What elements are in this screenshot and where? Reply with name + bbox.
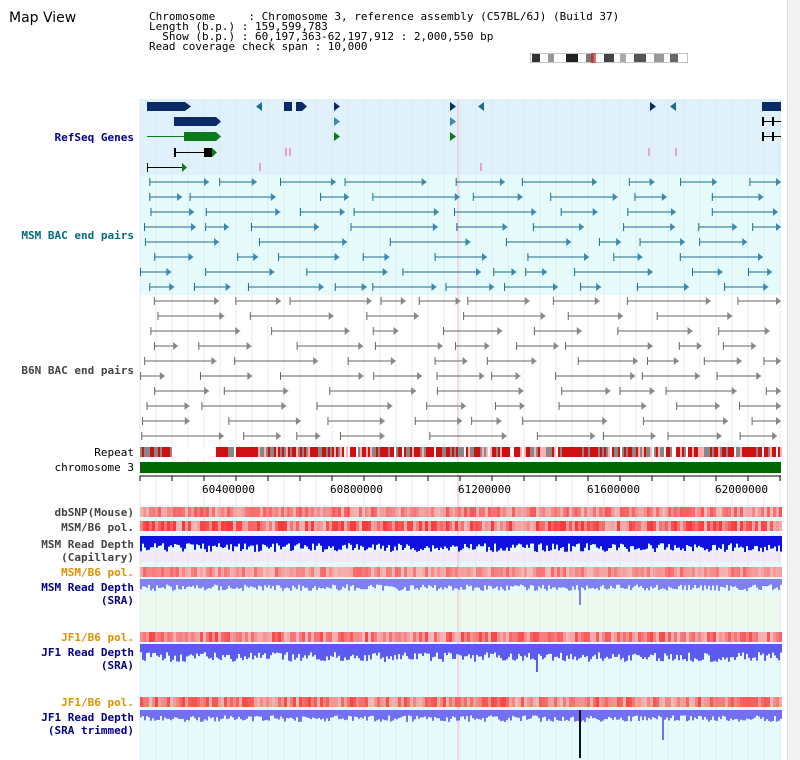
msm-b6-pol-sra-label[interactable]: MSM/B6 pol.: [61, 566, 134, 579]
jf1-sra-depth-bg: [140, 662, 781, 694]
vertical-scrollbar[interactable]: [787, 0, 800, 760]
refseq-genes-label[interactable]: RefSeq Genes: [54, 131, 134, 144]
chromosome-track-label: chromosome 3: [54, 461, 134, 474]
b6n-bac-end-pairs[interactable]: [140, 297, 781, 440]
length-info: Length (b.p.) : 159,599,783: [149, 20, 328, 33]
jf1-b6-pol-label[interactable]: JF1/B6 pol.: [61, 631, 134, 644]
position-ruler: [139, 475, 781, 481]
axis-tick-label: 61600000: [587, 483, 640, 496]
msm-read-depth-sra-label[interactable]: MSM Read Depth (SRA): [41, 581, 134, 607]
repeat-label: Repeat: [94, 446, 134, 459]
chromosome-ideogram[interactable]: [530, 53, 688, 63]
msm-sra-depth-bg: [140, 594, 781, 628]
axis-tick-label: 62000000: [715, 483, 768, 496]
axis-tick-label: 60800000: [330, 483, 383, 496]
msm-bac-end-pairs-label[interactable]: MSM BAC end pairs: [21, 229, 134, 242]
chromosome-info: Chromosome : Chromosome 3, reference ass…: [149, 10, 620, 23]
msm-bac-track-bg: [140, 175, 781, 295]
jf1-read-depth-sra-label[interactable]: JF1 Read Depth (SRA): [41, 646, 134, 672]
msm-bac-end-pairs[interactable]: [139, 178, 781, 291]
capillary-depth-bg: [140, 552, 781, 562]
coverage-span-info: Read coverage check span : 10,000: [149, 40, 368, 53]
read-depth-tracks[interactable]: [140, 536, 782, 758]
axis-tick-label: 61200000: [458, 483, 511, 496]
page-title: Map View: [9, 10, 77, 26]
genome-track-canvas[interactable]: [0, 96, 800, 760]
show-range-info: Show (b.p.) : 60,197,363-62,197,912 : 2,…: [149, 30, 494, 43]
refseq-genes[interactable]: [147, 102, 781, 172]
b6n-bac-end-pairs-label[interactable]: B6N BAC end pairs: [21, 364, 134, 377]
jf1-b6-pol-trimmed-label[interactable]: JF1/B6 pol.: [61, 696, 134, 709]
msm-read-depth-capillary-label[interactable]: MSM Read Depth (Capillary): [41, 538, 134, 564]
dbsnp-label[interactable]: dbSNP(Mouse): [54, 506, 134, 519]
axis-tick-label: 60400000: [202, 483, 255, 496]
chromosome-bar[interactable]: [140, 462, 781, 473]
heat-tracks[interactable]: [140, 507, 782, 707]
repeat-track[interactable]: [140, 447, 782, 457]
refseq-track-bg: [140, 99, 781, 175]
msm-b6-pol-label[interactable]: MSM/B6 pol.: [61, 521, 134, 534]
jf1-read-depth-sra-trimmed-label[interactable]: JF1 Read Depth (SRA trimmed): [41, 711, 134, 737]
